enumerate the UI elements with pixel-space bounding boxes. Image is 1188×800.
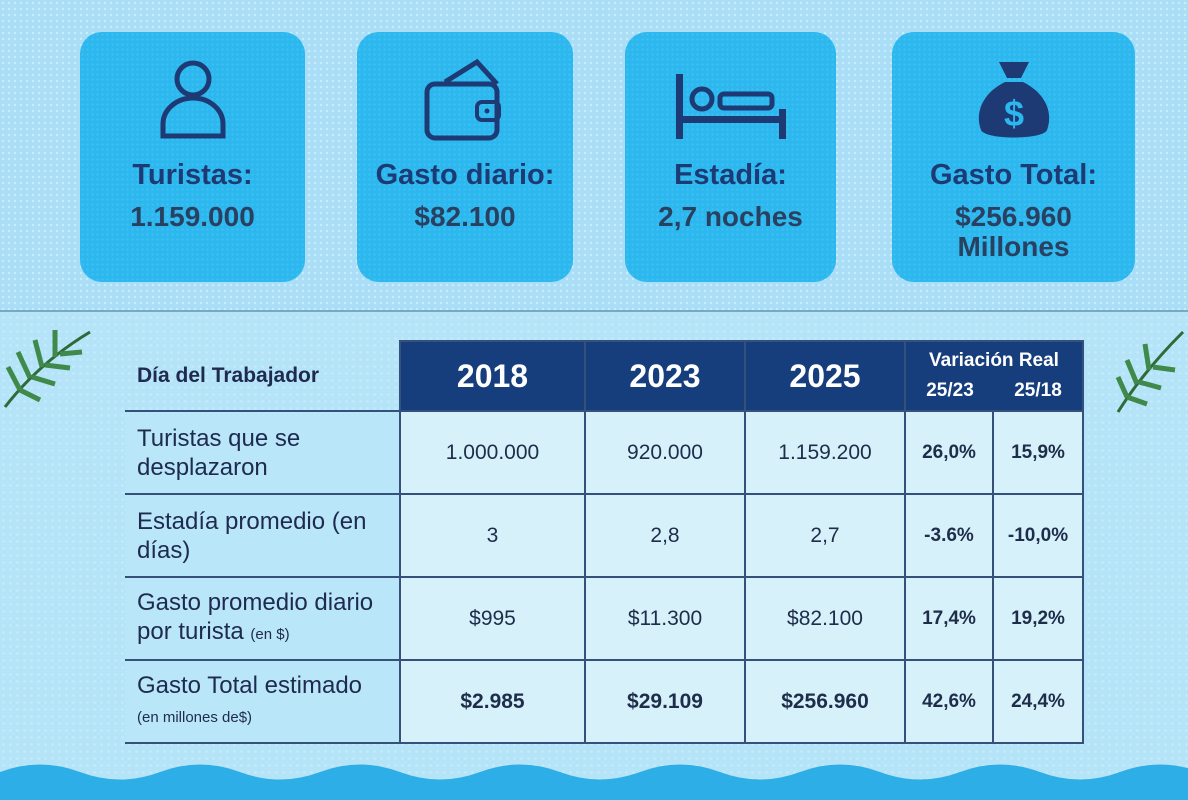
value-cell: 2,7	[744, 493, 906, 578]
bed-icon	[675, 74, 786, 139]
value-cell: 1.159.200	[744, 410, 906, 495]
variation-cell: 19,2%	[992, 576, 1084, 661]
card-label: Gasto diario:	[375, 159, 555, 191]
card-stay: Estadía: 2,7 noches	[625, 32, 836, 282]
person-icon	[160, 60, 225, 139]
variation-col: 25/23	[926, 380, 974, 401]
variation-cell: -10,0%	[992, 493, 1084, 578]
palm-leaf-icon	[1115, 330, 1185, 413]
value-cell: $11.300	[584, 576, 746, 661]
card-label: Estadía:	[674, 159, 787, 191]
value-cell: 1.000.000	[399, 410, 586, 495]
value-cell: $995	[399, 576, 586, 661]
year-header: 2025	[744, 340, 906, 412]
variation-cell: 24,4%	[992, 659, 1084, 744]
card-tourists: Turistas: 1.159.000	[80, 32, 305, 282]
card-label: Gasto Total:	[929, 159, 1098, 191]
variation-cell: 15,9%	[992, 410, 1084, 495]
row-label-note: (en millones de$)	[137, 709, 253, 726]
row-label: Gasto promedio diario por turista (en $)	[125, 576, 401, 661]
money-bag-icon: $	[978, 62, 1049, 138]
value-cell: $82.100	[744, 576, 906, 661]
variation-cell: -3.6%	[904, 493, 994, 578]
value-cell: 2,8	[584, 493, 746, 578]
row-label-text: Gasto promedio diario por turista	[137, 589, 374, 645]
table-row: Gasto promedio diario por turista (en $)…	[125, 576, 1084, 661]
card-value: 1.159.000	[130, 201, 255, 232]
card-value: 2,7 noches	[658, 201, 803, 232]
year-header: 2018	[399, 340, 586, 412]
table-row: Estadía promedio (en días) 3 2,8 2,7 -3.6% -1…	[125, 493, 1084, 578]
value-cell: 3	[399, 493, 586, 578]
svg-text:$: $	[1003, 93, 1023, 134]
value-cell: $29.109	[584, 659, 746, 744]
card-label: Turistas:	[132, 159, 253, 191]
value-cell: $2.985	[399, 659, 586, 744]
card-value: $256.960	[955, 201, 1072, 232]
table-row: Turistas que se desplazaron 1.000.000 920.…	[125, 410, 1084, 495]
card-value-unit: Millones	[957, 231, 1070, 262]
table-row: Gasto Total estimado (en millones de$) $2…	[125, 659, 1084, 744]
card-value: $82.100	[414, 201, 516, 232]
row-label: Estadía promedio (en días)	[125, 493, 401, 578]
variation-cell: 42,6%	[904, 659, 994, 744]
row-label-text: Gasto Total estimado	[137, 672, 363, 699]
variation-cell: 26,0%	[904, 410, 994, 495]
wave-decoration	[0, 764, 1188, 800]
palm-leaf-icon	[3, 330, 91, 408]
tourism-table: Día del Trabajador 2018 2023 2025 Variac…	[125, 340, 1084, 744]
variation-label: Variación Real	[929, 350, 1059, 371]
row-label: Turistas que se desplazaron	[125, 410, 401, 495]
card-daily-spend: Gasto diario: $82.100	[357, 32, 573, 282]
summary-panel: Turistas: 1.159.000 Gasto diario: $82.10…	[0, 0, 1188, 312]
row-label-note: (en $)	[250, 626, 290, 643]
wallet-icon	[424, 58, 501, 141]
row-label-text: Estadía promedio (en días)	[137, 507, 367, 564]
card-total-spend: $ Gasto Total: $256.960 Millones	[892, 32, 1135, 282]
variation-col: 25/18	[1014, 380, 1062, 401]
year-header: 2023	[584, 340, 746, 412]
value-cell: $256.960	[744, 659, 906, 744]
variation-cell: 17,4%	[904, 576, 994, 661]
value-cell: 920.000	[584, 410, 746, 495]
table-title: Día del Trabajador	[125, 341, 400, 412]
variation-header: Variación Real 25/23 25/18	[904, 340, 1084, 412]
row-label: Gasto Total estimado (en millones de$)	[125, 659, 401, 744]
row-label-text: Turistas que se desplazaron	[137, 424, 301, 481]
